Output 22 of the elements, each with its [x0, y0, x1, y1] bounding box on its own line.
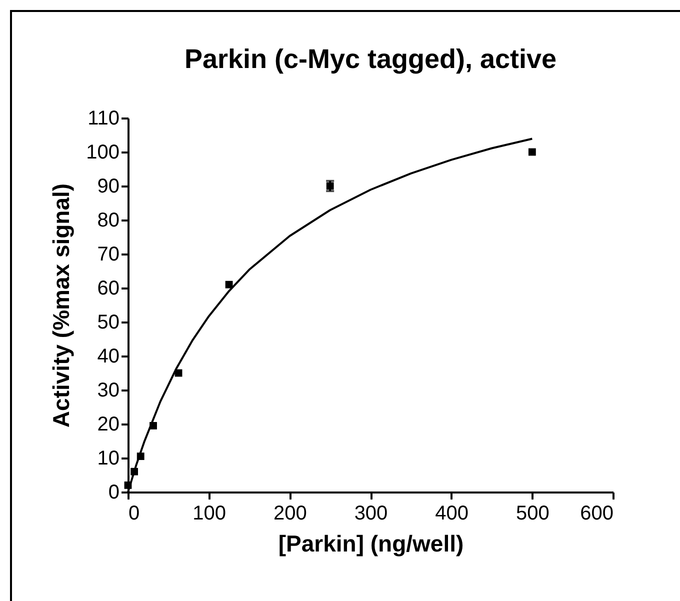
y-tick-label: 70 — [97, 244, 120, 266]
y-tick-label: 80 — [97, 210, 120, 232]
y-axis-title: Activity (%max signal) — [48, 183, 74, 428]
chart-title: Parkin (c-Myc tagged), active — [184, 44, 557, 74]
x-tick-label: 600 — [580, 502, 614, 524]
x-tick-label: 300 — [354, 502, 388, 524]
x-tick-label: 200 — [273, 502, 307, 524]
y-tick-label: 90 — [97, 176, 120, 198]
x-axis-title: [Parkin] (ng/well) — [278, 530, 464, 556]
x-tick-label: 400 — [435, 502, 469, 524]
y-tick-label: 30 — [97, 380, 120, 402]
y-tick-label: 40 — [97, 346, 120, 368]
y-tick-label: 110 — [88, 108, 120, 130]
y-tick-label: 60 — [97, 278, 120, 300]
y-tick-label: 0 — [108, 482, 120, 504]
x-tick-label: 100 — [192, 502, 226, 524]
y-tick-label: 100 — [86, 142, 120, 164]
y-tick-label: 10 — [97, 448, 120, 470]
y-tick-label: 50 — [97, 312, 120, 334]
x-tick-label: 0 — [128, 502, 140, 524]
x-tick-label: 500 — [516, 502, 550, 524]
y-tick-label: 20 — [97, 414, 120, 436]
